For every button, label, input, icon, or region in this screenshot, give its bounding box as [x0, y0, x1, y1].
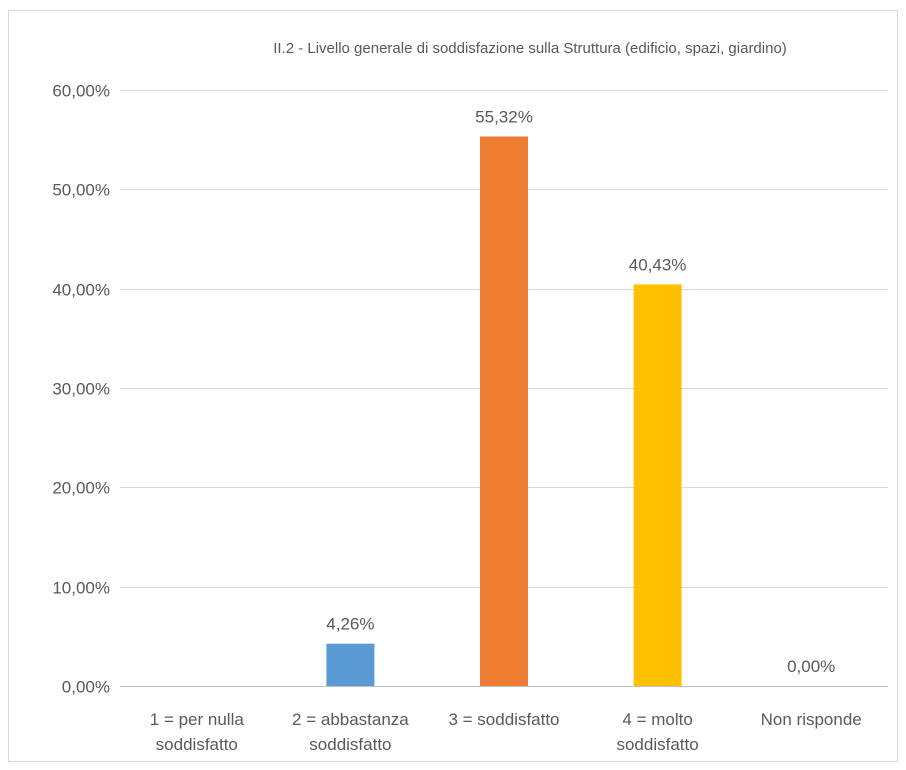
category-label: 2 = abbastanza soddisfatto: [292, 710, 409, 754]
category-label-line: Non risponde: [761, 710, 862, 729]
category-label-line: 2 = abbastanza: [292, 710, 409, 729]
y-tick-label: 40,00%: [52, 281, 110, 300]
category-label-line: 1 = per nulla: [150, 710, 245, 729]
category-label: 4 = molto soddisfatto: [616, 710, 698, 754]
y-axis-ticks: 0,00% 10,00% 20,00% 30,00% 40,00% 50,00% 60,00…: [52, 82, 110, 697]
category-label: Non risponde: [761, 710, 862, 729]
category-label-line: soddisfatto: [156, 735, 238, 754]
data-label: 4,26%: [326, 615, 374, 634]
y-tick-label: 30,00%: [52, 380, 110, 399]
category-label-line: soddisfatto: [309, 735, 391, 754]
category-label: 3 = soddisfatto: [448, 710, 559, 729]
category-label-line: soddisfatto: [616, 735, 698, 754]
y-tick-label: 60,00%: [52, 82, 110, 101]
bar: [633, 284, 682, 686]
y-tick-label: 20,00%: [52, 479, 110, 498]
y-tick-label: 50,00%: [52, 181, 110, 200]
bar: [326, 643, 375, 686]
bars: [326, 136, 682, 686]
category-label-line: 4 = molto: [622, 710, 692, 729]
x-axis-categories: 1 = per nulla soddisfatto 2 = abbastanza so…: [150, 710, 862, 754]
data-label: 40,43%: [629, 255, 687, 274]
data-labels: 4,26% 55,32% 40,43% 0,00%: [326, 107, 835, 676]
data-label: 0,00%: [787, 657, 835, 676]
category-label-line: 3 = soddisfatto: [448, 710, 559, 729]
bar: [480, 136, 528, 686]
chart-title: II.2 - Livello generale di soddisfazione…: [273, 40, 787, 57]
y-tick-label: 10,00%: [52, 579, 110, 598]
chart-frame: [8, 10, 898, 762]
category-label: 1 = per nulla soddisfatto: [150, 710, 245, 754]
y-tick-label: 0,00%: [62, 678, 110, 697]
data-label: 55,32%: [475, 107, 533, 126]
